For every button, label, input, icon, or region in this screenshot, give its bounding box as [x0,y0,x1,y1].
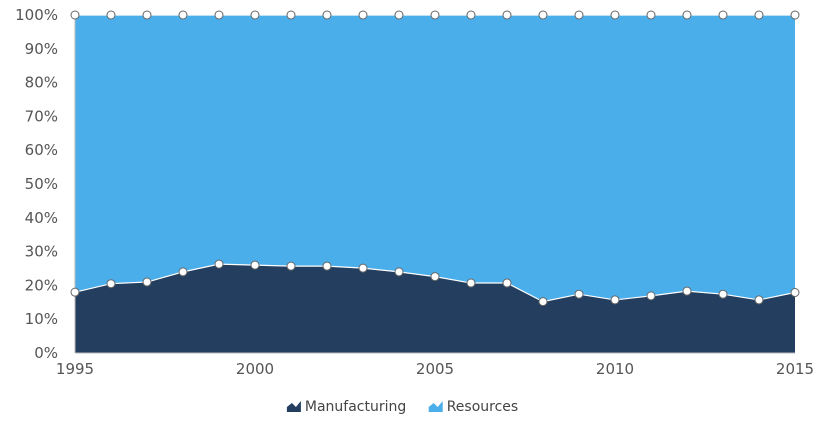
y-tick-label: 50% [25,175,58,193]
y-tick-label: 10% [25,310,58,328]
marker-manufacturing[interactable] [718,289,728,299]
marker-resources[interactable] [754,10,764,20]
marker-manufacturing[interactable] [286,261,296,271]
marker-manufacturing[interactable] [790,287,800,297]
marker-resources[interactable] [286,10,296,20]
marker-resources[interactable] [214,10,224,20]
marker-resources[interactable] [178,10,188,20]
x-tick-label: 2000 [236,360,274,378]
data-markers [70,10,800,307]
y-tick-label: 70% [25,107,58,125]
tick-labels: 0% 10% 20% 30% 40% 50% 60% 70% 80% 90% 100% 1995 200… [15,6,814,378]
marker-manufacturing[interactable] [754,295,764,305]
x-tick-label: 2005 [416,360,454,378]
legend-label: Resources [447,399,519,415]
legend-item-resources[interactable]: Resources [428,399,519,415]
marker-resources[interactable] [610,10,620,20]
marker-resources[interactable] [70,10,80,20]
y-tick-label: 100% [15,6,58,24]
legend-area-icon [428,401,443,412]
marker-resources[interactable] [646,10,656,20]
marker-manufacturing[interactable] [106,279,116,289]
marker-manufacturing[interactable] [430,272,440,282]
legend: Manufacturing Resources [286,399,519,415]
marker-resources[interactable] [106,10,116,20]
y-tick-label: 0% [34,344,58,362]
marker-resources[interactable] [142,10,152,20]
legend-area-icon [286,401,301,412]
x-tick-label: 2010 [596,360,634,378]
y-tick-label: 60% [25,141,58,159]
marker-resources[interactable] [790,10,800,20]
marker-resources[interactable] [250,10,260,20]
marker-resources[interactable] [466,10,476,20]
axes [74,15,795,354]
y-tick-label: 40% [25,209,58,227]
marker-resources[interactable] [358,10,368,20]
marker-resources[interactable] [502,10,512,20]
marker-manufacturing[interactable] [646,291,656,301]
marker-manufacturing[interactable] [502,278,512,288]
x-tick-label: 2015 [776,360,814,378]
marker-manufacturing[interactable] [538,297,548,307]
marker-resources[interactable] [430,10,440,20]
marker-manufacturing[interactable] [682,286,692,296]
marker-manufacturing[interactable] [466,278,476,288]
marker-manufacturing[interactable] [178,267,188,277]
marker-resources[interactable] [322,10,332,20]
x-tick-label: 1995 [56,360,94,378]
marker-resources[interactable] [574,10,584,20]
marker-resources[interactable] [718,10,728,20]
marker-manufacturing[interactable] [574,289,584,299]
marker-resources[interactable] [538,10,548,20]
area-manufacturing [75,264,795,353]
marker-manufacturing[interactable] [214,259,224,269]
marker-manufacturing[interactable] [250,260,260,270]
marker-manufacturing[interactable] [70,287,80,297]
y-tick-label: 80% [25,74,58,92]
y-tick-label: 20% [25,276,58,294]
marker-resources[interactable] [682,10,692,20]
y-tick-label: 90% [25,40,58,58]
plot-areas [75,15,795,353]
marker-manufacturing[interactable] [322,261,332,271]
legend-item-manufacturing[interactable]: Manufacturing [286,399,406,415]
marker-resources[interactable] [394,10,404,20]
y-tick-label: 30% [25,243,58,261]
area-resources [75,15,795,302]
legend-label: Manufacturing [305,399,406,415]
marker-manufacturing[interactable] [394,267,404,277]
marker-manufacturing[interactable] [610,295,620,305]
marker-manufacturing[interactable] [142,277,152,287]
marker-manufacturing[interactable] [358,263,368,273]
